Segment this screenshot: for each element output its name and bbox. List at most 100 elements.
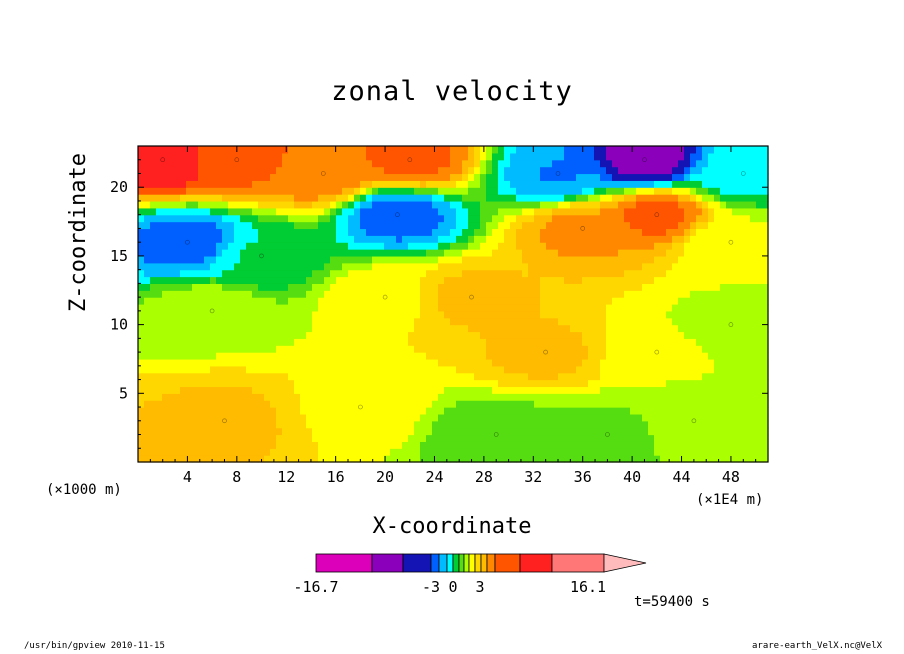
heatmap-cell — [396, 448, 403, 456]
heatmap-cell — [690, 420, 697, 429]
heatmap-cell — [348, 242, 355, 250]
heatmap-cell — [708, 338, 715, 346]
heatmap-cell — [204, 317, 211, 326]
heatmap-cell — [498, 352, 505, 360]
heatmap-cell — [162, 194, 169, 202]
heatmap-cell — [492, 207, 499, 216]
heatmap-cell — [456, 187, 463, 195]
heatmap-cell — [330, 214, 337, 223]
heatmap-cell — [282, 331, 289, 339]
heatmap-cell — [282, 269, 289, 278]
heatmap-cell — [504, 386, 511, 394]
heatmap-cell — [426, 166, 433, 175]
heatmap-cell — [222, 166, 229, 175]
heatmap-cell — [588, 400, 595, 408]
heatmap-cell — [726, 242, 733, 250]
heatmap-cell — [564, 290, 571, 298]
heatmap-cell — [708, 358, 715, 367]
heatmap-cell — [654, 386, 661, 394]
heatmap-cell — [408, 407, 415, 415]
heatmap-cell — [732, 249, 739, 257]
heatmap-cell — [498, 221, 505, 230]
heatmap-cell — [636, 262, 643, 271]
heatmap-cell — [252, 173, 259, 181]
heatmap-cell — [168, 207, 175, 216]
heatmap-cell — [570, 173, 577, 181]
heatmap-cell — [678, 310, 685, 319]
heatmap-cell — [504, 200, 511, 209]
heatmap-cell — [360, 448, 367, 456]
heatmap-cell — [762, 413, 769, 422]
heatmap-cell — [648, 200, 655, 209]
heatmap-cell — [408, 386, 415, 394]
heatmap-cell — [738, 207, 745, 216]
heatmap-cell — [612, 338, 619, 346]
heatmap-cell — [528, 173, 535, 181]
heatmap-cell — [168, 317, 175, 326]
heatmap-cell — [312, 324, 319, 333]
heatmap-cell — [444, 365, 451, 374]
heatmap-cell — [684, 400, 691, 408]
heatmap-cell — [558, 304, 565, 312]
heatmap-cell — [636, 146, 643, 154]
heatmap-cell — [264, 393, 271, 401]
heatmap-cell — [696, 372, 703, 381]
heatmap-cell — [282, 455, 289, 463]
heatmap-cell — [396, 283, 403, 291]
heatmap-cell — [354, 290, 361, 298]
heatmap-cell — [348, 372, 355, 381]
heatmap-cell — [516, 235, 523, 243]
heatmap-cell — [204, 207, 211, 216]
heatmap-cell — [372, 448, 379, 456]
heatmap-cell — [306, 297, 313, 305]
heatmap-cell — [144, 146, 151, 154]
heatmap-cell — [642, 221, 649, 230]
heatmap-cell — [354, 200, 361, 209]
heatmap-cell — [252, 324, 259, 333]
heatmap-cell — [720, 338, 727, 346]
heatmap-cell — [288, 146, 295, 154]
heatmap-cell — [588, 200, 595, 209]
heatmap-cell — [144, 331, 151, 339]
heatmap-cell — [570, 146, 577, 154]
heatmap-cell — [396, 379, 403, 388]
heatmap-cell — [198, 283, 205, 291]
heatmap-cell — [300, 379, 307, 388]
heatmap-cell — [276, 207, 283, 216]
heatmap-cell — [162, 242, 169, 250]
heatmap-cell — [660, 413, 667, 422]
heatmap-cell — [630, 434, 637, 442]
heatmap-cell — [372, 427, 379, 436]
heatmap-cell — [756, 200, 763, 209]
heatmap-cell — [306, 255, 313, 264]
heatmap-cell — [396, 221, 403, 230]
heatmap-cell — [318, 386, 325, 394]
heatmap-cell — [210, 400, 217, 408]
heatmap-cell — [660, 221, 667, 230]
heatmap-cell — [654, 407, 661, 415]
heatmap-cell — [720, 379, 727, 388]
heatmap-cell — [168, 276, 175, 284]
heatmap-cell — [486, 249, 493, 257]
heatmap-cell — [192, 434, 199, 442]
heatmap-cell — [420, 434, 427, 442]
heatmap-cell — [270, 358, 277, 367]
heatmap-cell — [474, 358, 481, 367]
heatmap-cell — [492, 194, 499, 202]
heatmap-cell — [276, 249, 283, 257]
heatmap-cell — [540, 146, 547, 154]
heatmap-cell — [180, 455, 187, 463]
colorbar-segment — [446, 553, 454, 573]
heatmap-cell — [660, 304, 667, 312]
heatmap-cell — [702, 159, 709, 168]
heatmap-cell — [330, 448, 337, 456]
heatmap-cell — [354, 214, 361, 223]
heatmap-cell — [456, 455, 463, 463]
heatmap-cell — [138, 441, 145, 449]
heatmap-cell — [576, 448, 583, 456]
heatmap-cell — [756, 235, 763, 243]
heatmap-cell — [216, 407, 223, 415]
contour-center — [580, 226, 586, 231]
heatmap-cell — [468, 297, 475, 305]
heatmap-cell — [504, 407, 511, 415]
